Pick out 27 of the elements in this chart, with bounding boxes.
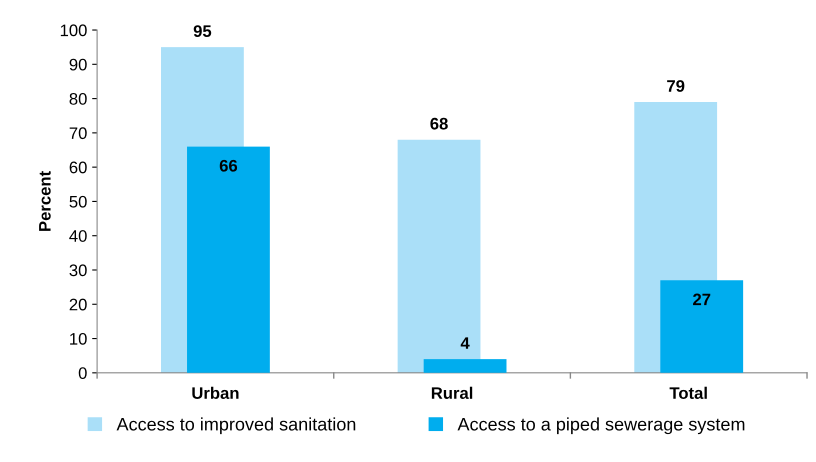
y-tick-label: 30 xyxy=(69,264,87,276)
y-tick-label: 90 xyxy=(70,58,87,71)
y-tick-label: 0 xyxy=(78,367,87,380)
x-tick-label: Rural xyxy=(432,386,472,399)
y-tick-label: 100 xyxy=(60,24,87,36)
y-tick-label: 10 xyxy=(70,332,87,345)
y-tick-label: 70 xyxy=(70,127,87,140)
bar xyxy=(424,359,506,373)
bar xyxy=(398,140,480,373)
y-tick-label: 20 xyxy=(70,298,87,310)
data-label: 66 xyxy=(220,160,238,172)
data-label: 79 xyxy=(667,80,684,92)
data-label: 4 xyxy=(460,337,470,349)
bar xyxy=(660,280,744,373)
x-tick-label: Urban xyxy=(192,386,238,399)
x-tick-label: Total xyxy=(670,386,707,399)
y-tick-label: 60 xyxy=(70,162,87,174)
legend-label: Access to improved sanitation xyxy=(116,417,356,434)
y-tick-label: 40 xyxy=(69,230,87,242)
y-tick-label: 50 xyxy=(70,196,87,208)
data-label: 95 xyxy=(194,25,212,38)
y-tick-label: 80 xyxy=(70,92,87,105)
data-label: 27 xyxy=(693,294,710,306)
data-label: 68 xyxy=(430,118,448,130)
bar xyxy=(187,146,270,373)
y-axis-title: Percent xyxy=(39,171,51,231)
legend-label: Access to a piped sewerage system xyxy=(458,417,744,434)
